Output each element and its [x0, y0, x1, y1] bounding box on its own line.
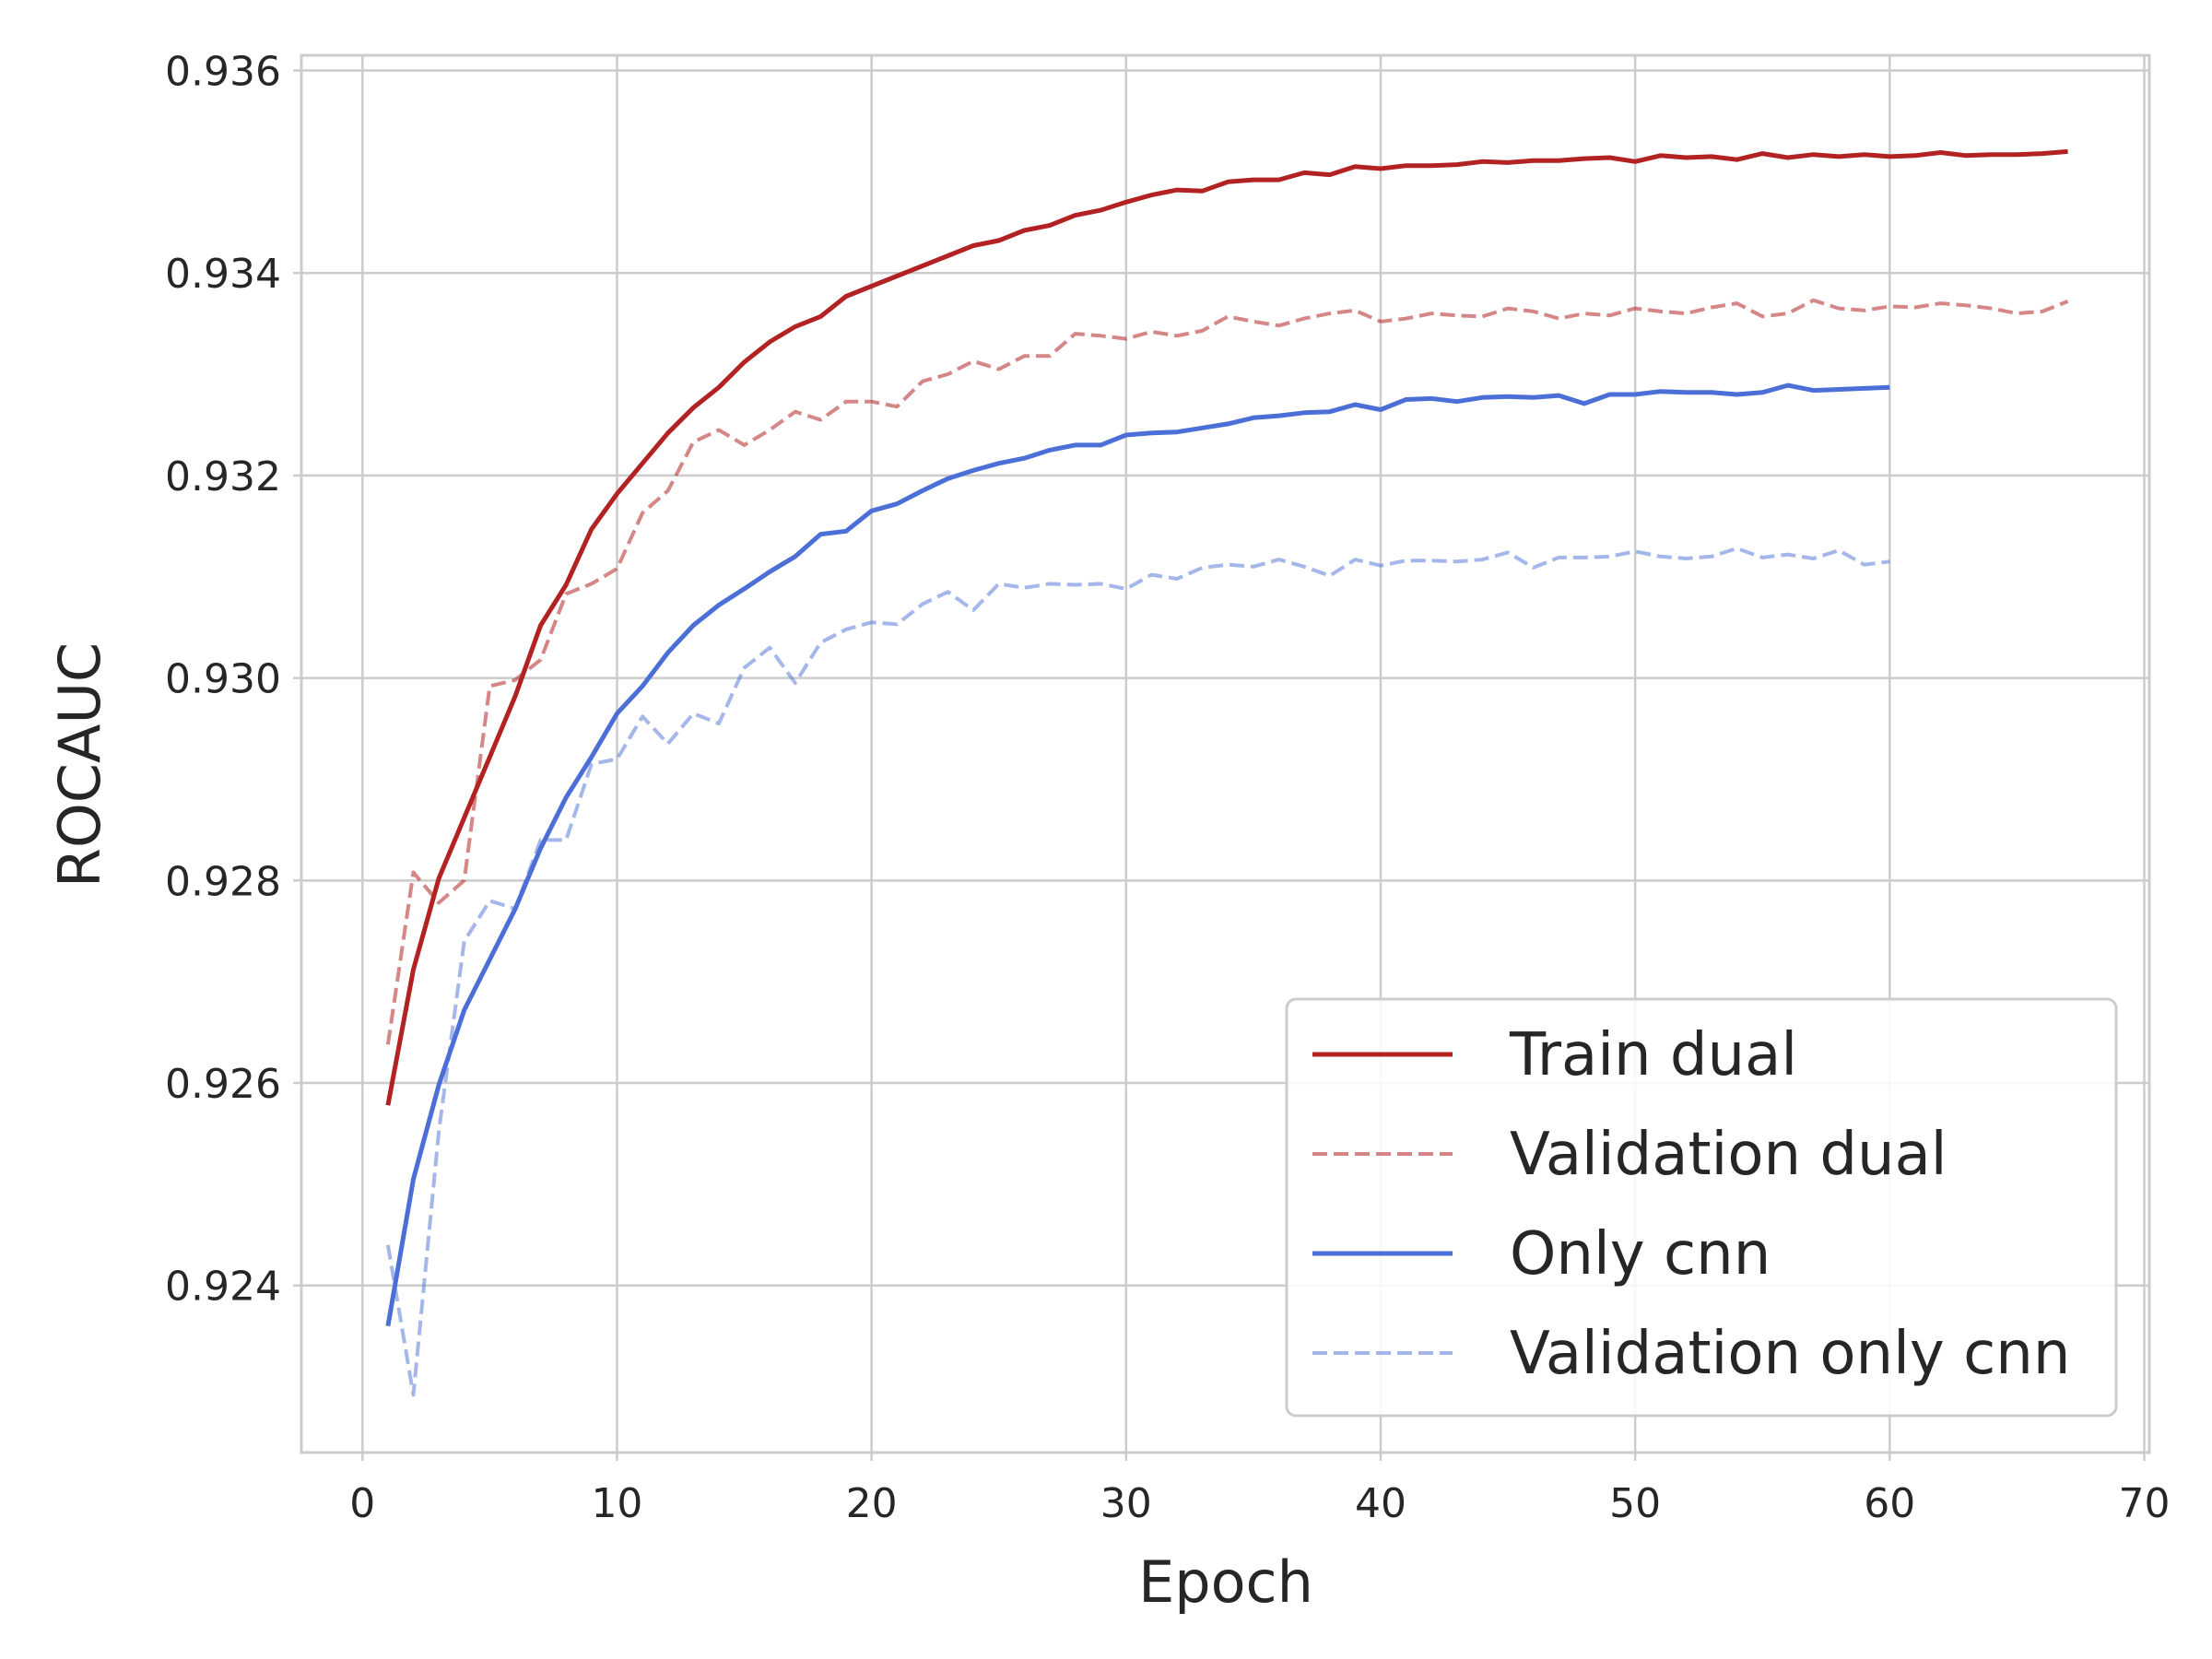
legend-label: Validation only cnn: [1510, 1320, 2070, 1388]
x-tick-label: 60: [1864, 1480, 1915, 1527]
series-line-train-dual: [385, 148, 2068, 1106]
y-tick-label: 0.924: [165, 1264, 281, 1311]
y-tick-label: 0.926: [165, 1061, 281, 1108]
x-tick-label: 20: [846, 1480, 898, 1527]
x-axis-label: Epoch: [1138, 1548, 1313, 1616]
y-tick-label: 0.934: [165, 251, 281, 298]
x-tick-label: 0: [349, 1480, 375, 1527]
legend-label: Train dual: [1509, 1021, 1797, 1089]
legend-label: Only cnn: [1510, 1220, 1771, 1288]
x-tick-label: 50: [1609, 1480, 1661, 1527]
x-tick-label: 30: [1100, 1480, 1152, 1527]
plot-frame: [300, 53, 2151, 1454]
series-line-validation-dual: [385, 298, 2069, 1045]
y-tick-label: 0.928: [165, 858, 281, 905]
x-ticks: 0 10 20 30 40 50 60 70: [349, 1453, 2170, 1527]
series-layer: [385, 148, 2069, 1397]
x-tick-label: 70: [2118, 1480, 2170, 1527]
legend: Train dual Validation dual Only cnn Validat…: [1285, 997, 2118, 1418]
series-line-only-cnn: [385, 382, 1890, 1327]
series-line-validation-only-cnn: [385, 547, 1890, 1397]
y-tick-label: 0.936: [165, 48, 281, 95]
y-axis-label: ROCAUC: [46, 642, 113, 888]
legend-label: Validation dual: [1510, 1121, 1947, 1189]
y-tick-label: 0.930: [165, 656, 281, 703]
x-tick-label: 10: [591, 1480, 642, 1527]
x-tick-label: 40: [1355, 1480, 1406, 1527]
y-ticks: 0.924 0.926 0.928 0.930 0.932 0.934 0.936: [165, 48, 301, 1311]
y-tick-label: 0.932: [165, 453, 281, 500]
legend-box: [1285, 997, 2118, 1418]
